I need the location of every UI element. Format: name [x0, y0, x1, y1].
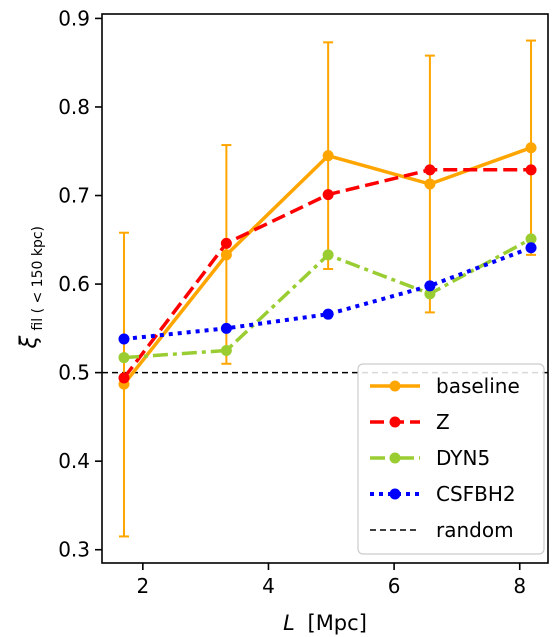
data-point-z — [220, 237, 232, 249]
legend: baseline Z DYN5 CSFBH2 random — [357, 363, 545, 555]
x-axis-label: L [Mpc] — [283, 611, 367, 635]
data-point-dyn5 — [424, 288, 436, 300]
data-point-csfbh2 — [220, 322, 232, 334]
legend-label-dyn5: DYN5 — [436, 446, 490, 470]
legend-box — [357, 363, 545, 555]
y-tick-label: 0.8 — [58, 95, 90, 119]
data-point-z — [118, 372, 130, 384]
y-tick-label: 0.9 — [58, 6, 90, 30]
data-point-baseline — [525, 142, 537, 154]
y-tick-label: 0.6 — [58, 272, 90, 296]
y-axis-symbol: ξ — [16, 336, 42, 350]
y-tick-label: 0.5 — [58, 361, 90, 385]
legend-label-csfbh2: CSFBH2 — [436, 482, 516, 506]
data-point-dyn5 — [220, 344, 232, 356]
y-tick-label: 0.4 — [58, 449, 90, 473]
data-point-csfbh2 — [525, 242, 537, 254]
legend-label-baseline: baseline — [436, 374, 520, 398]
data-point-baseline — [424, 178, 436, 190]
data-point-csfbh2 — [118, 333, 130, 345]
x-tick-label: 4 — [262, 574, 275, 598]
x-axis-unit: [Mpc] — [308, 611, 367, 635]
data-point-baseline — [220, 249, 232, 261]
plot-clip-group — [102, 39, 548, 538]
legend-label-random: random — [436, 518, 514, 542]
data-point-dyn5 — [322, 249, 334, 261]
data-point-csfbh2 — [322, 308, 334, 320]
legend-marker-z — [389, 416, 401, 428]
data-point-dyn5 — [525, 233, 537, 245]
x-axis-symbol: L — [283, 611, 295, 635]
y-axis-subscript: fil ( < 150 kpc) — [30, 226, 46, 331]
x-tick-label: 2 — [136, 574, 149, 598]
x-tick-label: 8 — [513, 574, 526, 598]
legend-marker-csfbh2 — [389, 488, 401, 500]
legend-marker-baseline — [389, 380, 401, 392]
data-point-dyn5 — [118, 352, 130, 364]
y-tick-label: 0.7 — [58, 184, 90, 208]
x-tick-label: 6 — [388, 574, 401, 598]
axes-frame — [101, 13, 549, 564]
y-tick-label: 0.3 — [58, 538, 90, 562]
data-point-z — [424, 164, 436, 176]
legend-marker-dyn5 — [389, 452, 401, 464]
axis-ticks: 2 4 6 8 0.3 0.4 0.5 0.6 0.7 0.8 0.9 — [58, 6, 526, 598]
y-axis-label: ξ fil ( < 150 kpc) — [16, 226, 46, 350]
legend-label-z: Z — [436, 410, 450, 434]
data-point-baseline — [322, 150, 334, 162]
data-point-z — [322, 189, 334, 201]
data-point-z — [525, 164, 537, 176]
plot-area — [102, 39, 548, 538]
data-point-csfbh2 — [424, 280, 436, 292]
